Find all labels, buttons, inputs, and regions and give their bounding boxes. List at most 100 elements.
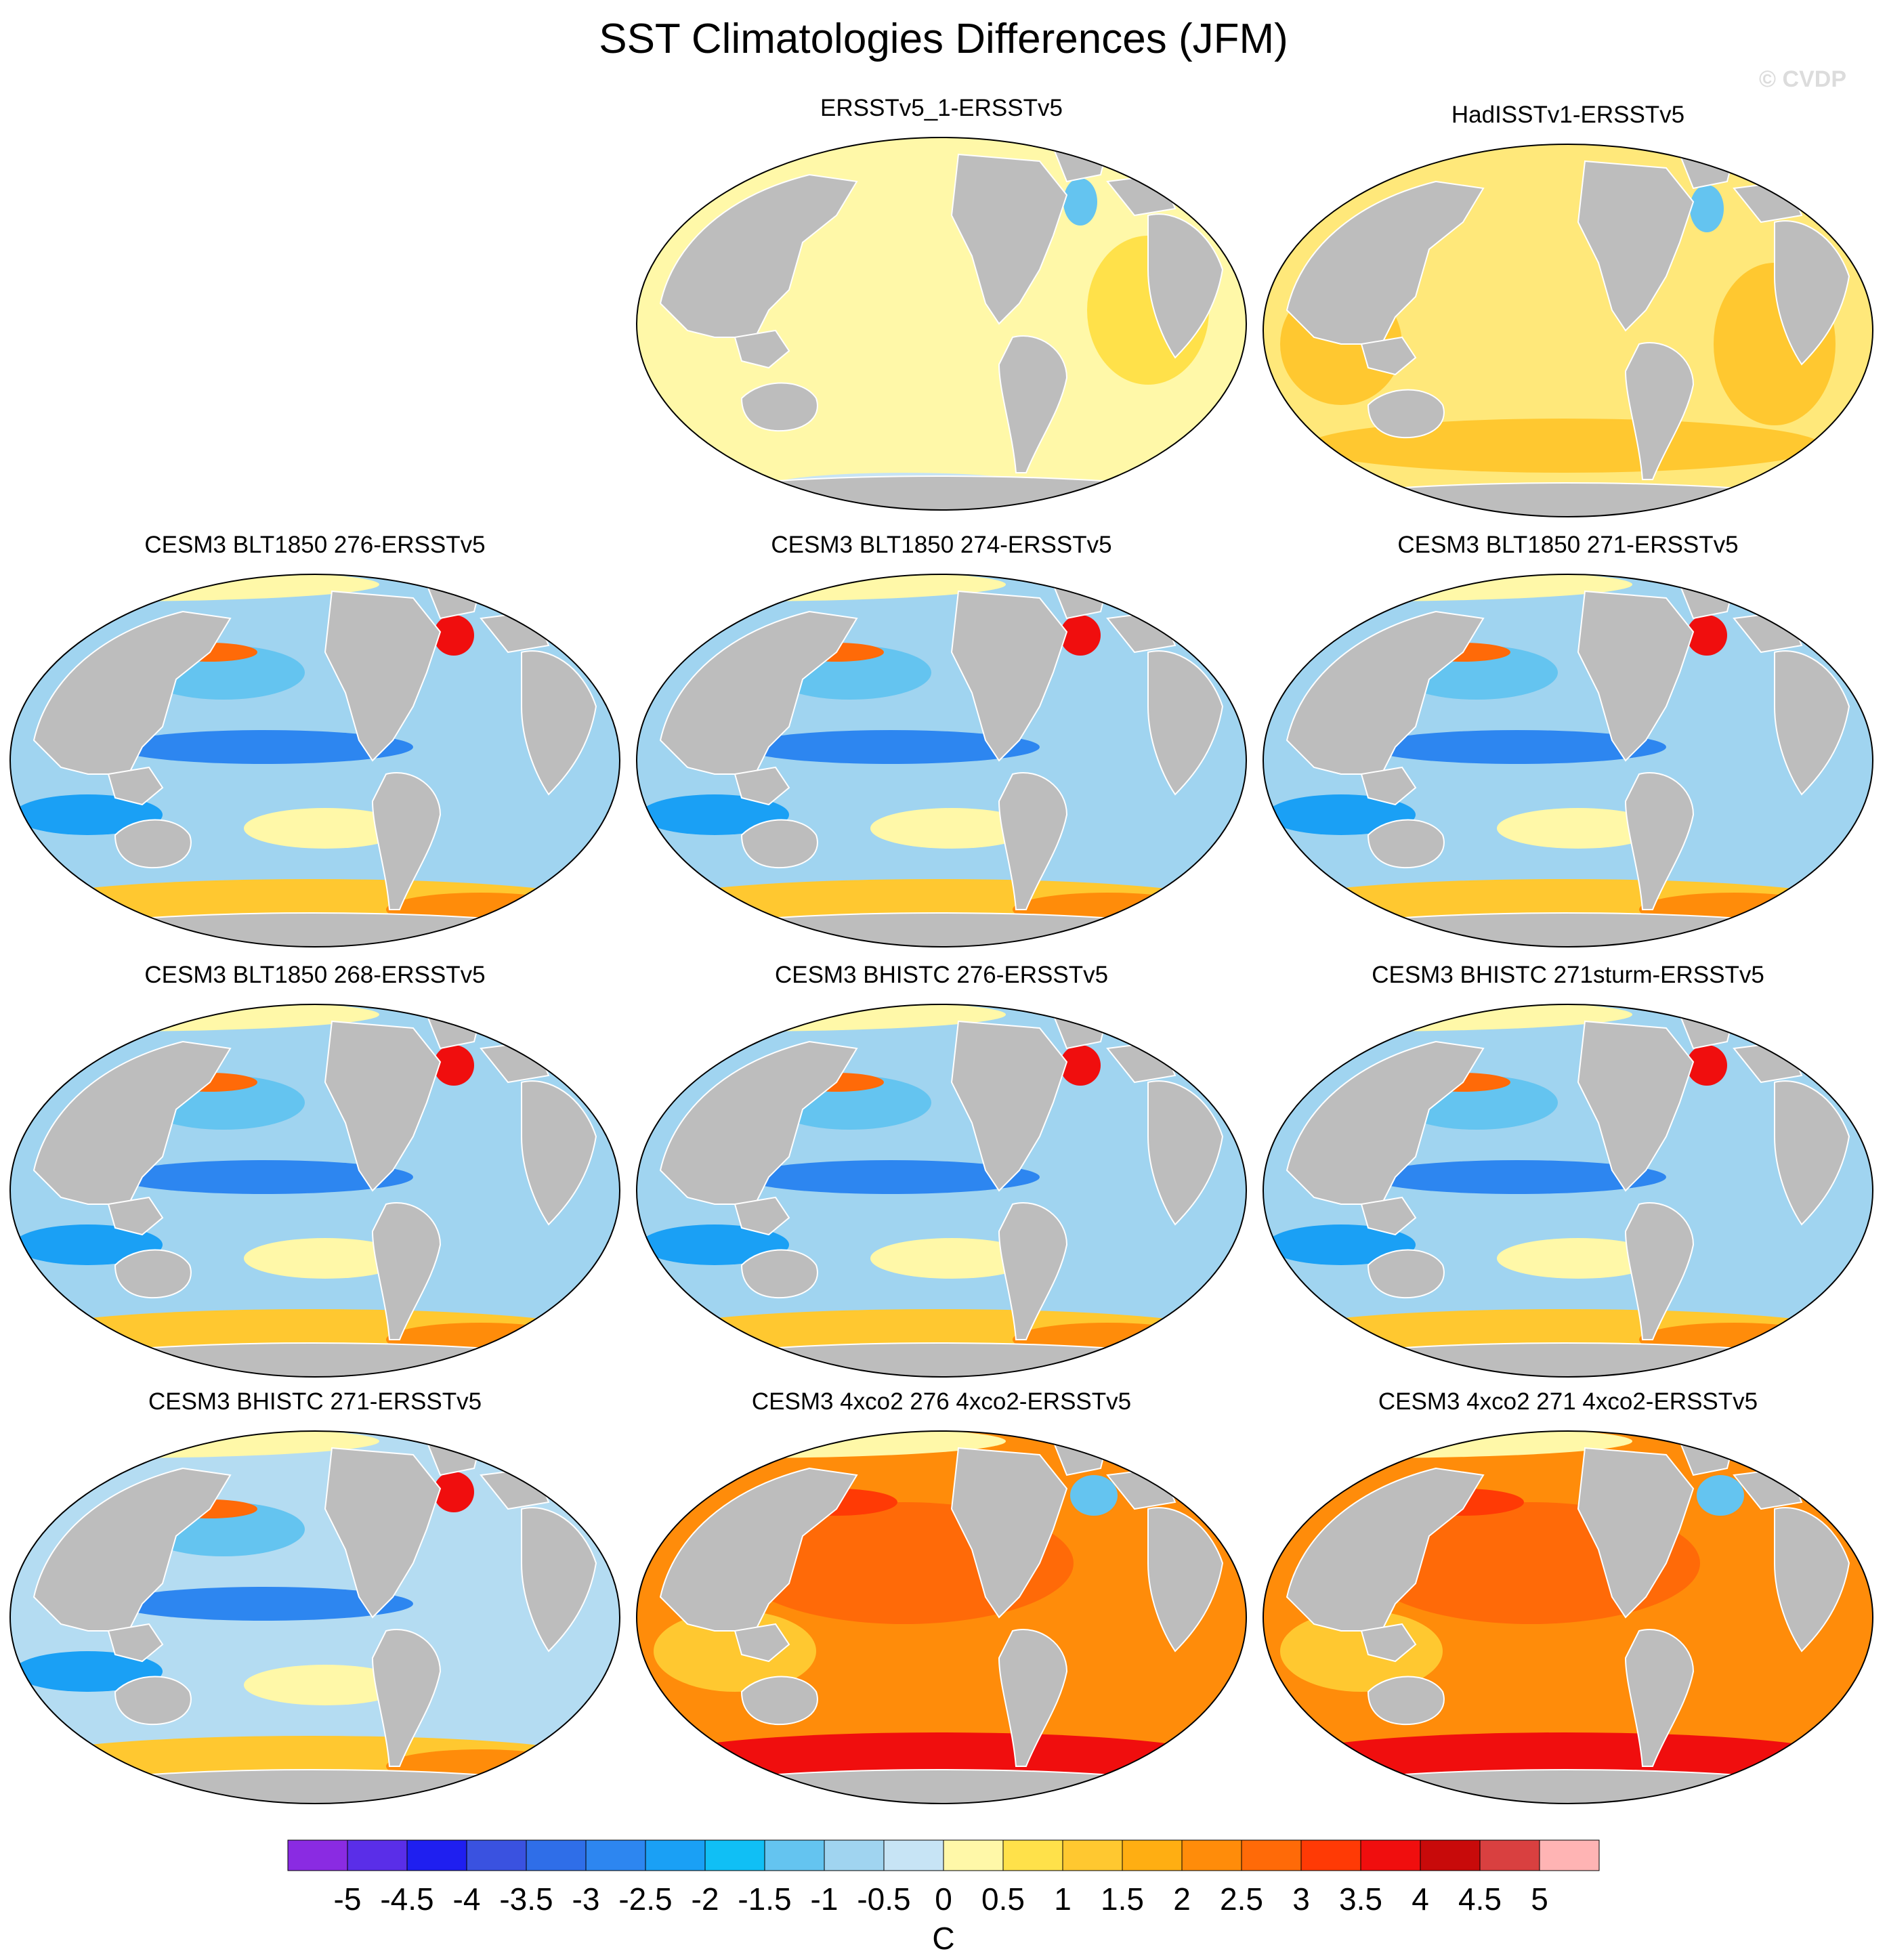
anomaly-blob xyxy=(640,794,789,835)
land-mass xyxy=(1360,1623,1417,1663)
colorbar-tick-label: 2.5 xyxy=(1220,1881,1263,1917)
anomaly-blob xyxy=(1687,615,1727,656)
land-mass xyxy=(1367,819,1445,869)
colorbar-swatch xyxy=(1002,1839,1063,1871)
map-panel: CESM3 4xco2 271 4xco2-ERSSTv5 xyxy=(1253,1388,1883,1815)
map-panel: CESM3 BHISTC 271sturm-ERSSTv5 xyxy=(1253,962,1883,1388)
land-mass xyxy=(950,1020,1068,1192)
land-mass xyxy=(998,335,1068,473)
land-mass xyxy=(371,772,442,910)
colorbar-tick-label: 2 xyxy=(1173,1881,1191,1917)
land-mass xyxy=(740,1676,818,1726)
colorbar-swatch xyxy=(1300,1839,1361,1871)
map-outline xyxy=(9,1003,620,1378)
land-mass xyxy=(1147,1507,1224,1653)
anomaly-blob xyxy=(1497,808,1659,849)
anomaly-blob xyxy=(742,1160,1040,1194)
map-panel: CESM3 BLT1850 274-ERSSTv5 xyxy=(627,532,1256,958)
land-mass xyxy=(659,610,858,775)
colorbar-units: C xyxy=(932,1921,955,1956)
land-mass xyxy=(1147,1080,1224,1226)
colorbar-tick-label: -4.5 xyxy=(380,1881,434,1917)
land-mass xyxy=(659,1040,858,1205)
land-mass xyxy=(1340,1769,1796,1804)
anomaly-blob xyxy=(1070,1475,1118,1516)
anomaly-blob xyxy=(115,730,413,764)
anomaly-blob xyxy=(870,1238,1033,1279)
land-mass xyxy=(740,819,818,869)
colorbar-swatch xyxy=(645,1839,706,1871)
colorbar-swatch xyxy=(1420,1839,1481,1871)
land-mass xyxy=(324,1447,442,1619)
panel-title: CESM3 4xco2 271 4xco2-ERSSTv5 xyxy=(1378,1388,1758,1415)
colorbar-swatch xyxy=(824,1839,885,1871)
land-mass xyxy=(521,650,597,796)
land-mass xyxy=(1360,1196,1417,1236)
colorbar-tick-label: -3.5 xyxy=(499,1881,553,1917)
map-outline xyxy=(636,136,1247,511)
world-map xyxy=(9,1430,620,1805)
colorbar-swatch xyxy=(943,1839,1004,1871)
land-mass xyxy=(107,1623,164,1663)
land-mass xyxy=(713,912,1170,947)
map-panel: CESM3 BLT1850 271-ERSSTv5 xyxy=(1253,532,1883,958)
panel-title: CESM3 BLT1850 268-ERSSTv5 xyxy=(144,962,486,988)
land-mass xyxy=(1624,1202,1695,1340)
land-mass xyxy=(1340,1342,1796,1377)
land-mass xyxy=(1367,1676,1445,1726)
map-panel: CESM3 BLT1850 268-ERSSTv5 xyxy=(0,962,630,1388)
figure-title: SST Climatologies Differences (JFM) xyxy=(599,16,1288,62)
land-mass xyxy=(33,610,232,775)
colorbar-swatch xyxy=(1122,1839,1183,1871)
land-mass xyxy=(371,1629,442,1767)
map-panel: CESM3 BLT1850 276-ERSSTv5 xyxy=(0,532,630,958)
land-mass xyxy=(107,766,164,806)
colorbar-tick-label: 3 xyxy=(1292,1881,1310,1917)
land-mass xyxy=(521,1080,597,1226)
land-mass xyxy=(998,1202,1068,1340)
land-mass xyxy=(1286,1467,1485,1632)
land-mass xyxy=(1577,160,1695,332)
land-mass xyxy=(1577,590,1695,762)
world-map xyxy=(636,573,1247,948)
map-outline xyxy=(1263,1430,1873,1805)
anomaly-blob xyxy=(1497,1238,1659,1279)
watermark: © CVDP xyxy=(1759,66,1846,92)
anomaly-blob xyxy=(1060,1045,1101,1086)
colorbar-tick-label: 5 xyxy=(1531,1881,1548,1917)
panel-title: ERSSTv5_1-ERSSTv5 xyxy=(820,95,1063,121)
colorbar-tick-label: 4 xyxy=(1412,1881,1429,1917)
colorbar-swatch xyxy=(704,1839,765,1871)
land-mass xyxy=(1577,1020,1695,1192)
land-mass xyxy=(87,1342,543,1377)
anomaly-blob xyxy=(640,1224,789,1265)
colorbar-tick-label: 3.5 xyxy=(1339,1881,1382,1917)
land-mass xyxy=(114,1676,192,1726)
colorbar-tick-label: 1 xyxy=(1054,1881,1072,1917)
colorbar-swatch xyxy=(526,1839,587,1871)
anomaly-blob xyxy=(433,1472,474,1512)
colorbar-tick-label: 0.5 xyxy=(981,1881,1025,1917)
map-panel: ERSSTv5_1-ERSSTv5 xyxy=(627,95,1256,521)
colorbar-tick-label: -4 xyxy=(452,1881,481,1917)
land-mass xyxy=(713,1342,1170,1377)
land-mass xyxy=(1577,1447,1695,1619)
land-mass xyxy=(1367,389,1445,439)
land-mass xyxy=(659,1467,858,1632)
colorbar-swatch xyxy=(585,1839,646,1871)
map-outline xyxy=(636,1430,1247,1805)
land-mass xyxy=(1286,610,1485,775)
colorbar-tick-label: -2.5 xyxy=(618,1881,673,1917)
land-mass xyxy=(107,1196,164,1236)
anomaly-blob xyxy=(1368,1160,1666,1194)
anomaly-blob xyxy=(244,1665,406,1705)
panel-title: CESM3 4xco2 276 4xco2-ERSSTv5 xyxy=(751,1388,1132,1415)
land-mass xyxy=(734,1623,790,1663)
land-mass xyxy=(324,590,442,762)
anomaly-blob xyxy=(1267,1224,1416,1265)
colorbar-swatch xyxy=(1539,1839,1600,1871)
land-mass xyxy=(950,153,1068,325)
colorbar-swatch xyxy=(1360,1839,1421,1871)
colorbar-tick-label: 4.5 xyxy=(1458,1881,1502,1917)
anomaly-blob xyxy=(14,794,163,835)
